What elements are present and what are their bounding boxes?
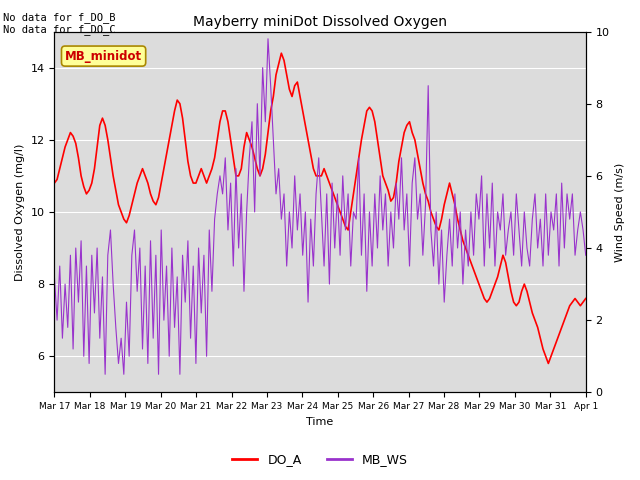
Legend: DO_A, MB_WS: DO_A, MB_WS <box>227 448 413 471</box>
Y-axis label: Wind Speed (m/s): Wind Speed (m/s) <box>615 162 625 262</box>
X-axis label: Time: Time <box>307 417 333 427</box>
Y-axis label: Dissolved Oxygen (mg/l): Dissolved Oxygen (mg/l) <box>15 143 25 281</box>
Text: No data for f_DO_B
No data for f_DO_C: No data for f_DO_B No data for f_DO_C <box>3 12 116 36</box>
Title: Mayberry miniDot Dissolved Oxygen: Mayberry miniDot Dissolved Oxygen <box>193 15 447 29</box>
Text: MB_minidot: MB_minidot <box>65 49 142 62</box>
